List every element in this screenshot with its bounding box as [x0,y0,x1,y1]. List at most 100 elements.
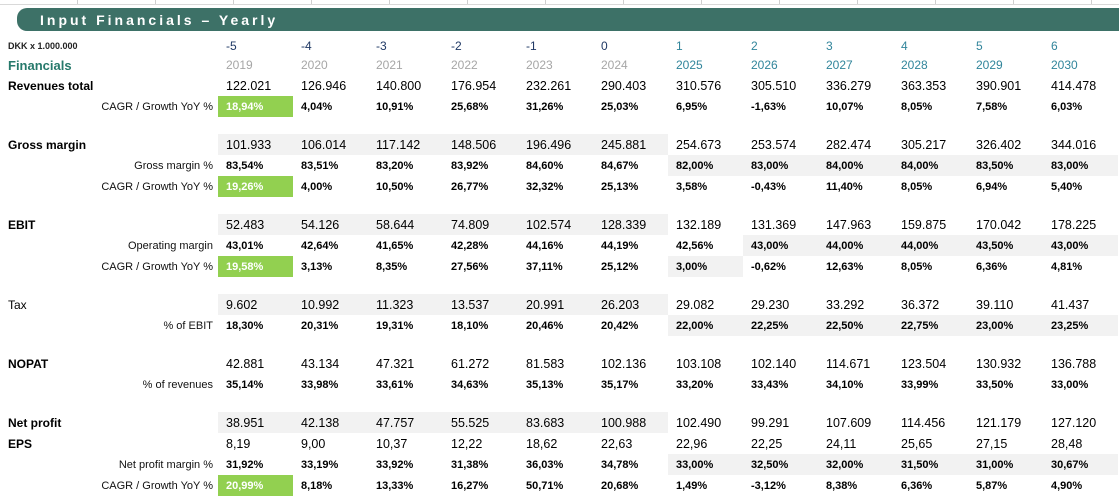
input-cell[interactable]: 22,00% [668,315,743,336]
value-cell[interactable]: 130.932 [976,356,1022,371]
highlight-cell[interactable]: 18,94% [218,96,293,117]
value-cell[interactable]: 33,20% [676,378,714,391]
value-cell[interactable]: 114.456 [901,415,946,430]
value-cell[interactable]: 159.875 [901,217,947,232]
value-cell[interactable]: 140.800 [376,78,422,93]
value-cell[interactable]: 36,03% [526,458,564,471]
value-cell[interactable]: 42.881 [226,356,265,371]
value-cell[interactable]: 4,04% [301,100,333,113]
input-cell[interactable]: 83,50% [968,155,1043,176]
value-cell[interactable]: 10,07% [826,100,864,113]
value-cell[interactable]: 22,96 [676,436,708,451]
value-cell[interactable]: 107.609 [826,415,872,430]
value-cell[interactable]: 100.988 [593,412,668,433]
value-cell[interactable]: 245.881 [593,134,668,155]
value-cell[interactable]: 148.506 [443,134,518,155]
value-cell[interactable]: 106.014 [293,134,368,155]
value-cell[interactable]: 19,31% [376,319,414,332]
value-cell[interactable]: 305.510 [751,78,797,93]
value-cell[interactable]: 10,91% [376,100,414,113]
value-cell[interactable]: 3,13% [301,260,333,273]
value-cell[interactable]: 44,16% [526,239,564,252]
value-cell[interactable]: 25,65 [901,436,933,451]
value-cell[interactable]: 253.574 [751,137,797,152]
value-cell[interactable]: 344.016 [1051,137,1097,152]
value-cell[interactable]: 31,38% [451,458,489,471]
value-cell[interactable]: 102.574 [518,214,593,235]
input-cell[interactable]: 84,00% [818,155,893,176]
value-cell[interactable]: 33,00% [1051,378,1089,391]
value-cell[interactable]: 32,32% [526,180,564,193]
value-cell[interactable]: 58.644 [368,214,443,235]
value-cell[interactable]: 42.138 [293,412,368,433]
value-cell[interactable]: 8,05% [901,260,933,273]
input-cell[interactable]: 43,50% [968,235,1043,256]
value-cell[interactable]: 310.576 [676,78,722,93]
value-cell[interactable]: 336.279 [826,78,872,93]
value-cell[interactable]: 52.483 [218,214,293,235]
value-cell[interactable]: -1,63% [751,100,786,113]
value-cell[interactable]: 33,99% [901,378,939,391]
value-cell[interactable]: 131.369 [751,217,797,232]
value-cell[interactable]: 7,58% [976,100,1008,113]
value-cell[interactable]: 35,13% [526,378,564,391]
value-cell[interactable]: 126.946 [301,78,347,93]
value-cell[interactable]: 13,33% [376,479,414,492]
value-cell[interactable]: 390.901 [976,78,1022,93]
value-cell[interactable]: 33,19% [301,458,339,471]
highlight-cell[interactable]: 20,99% [218,475,293,496]
value-cell[interactable]: 6,95% [676,100,708,113]
value-cell[interactable]: 43.134 [301,356,340,371]
value-cell[interactable]: 10,50% [376,180,414,193]
value-cell[interactable]: 136.788 [1051,356,1097,371]
input-cell[interactable]: 82,00% [668,155,743,176]
value-cell[interactable]: 127.120 [1051,415,1097,430]
value-cell[interactable]: 1,49% [676,479,708,492]
value-cell[interactable]: 9,00 [301,436,326,451]
value-cell[interactable]: 26,77% [451,180,489,193]
value-cell[interactable]: 33,92% [376,458,414,471]
value-cell[interactable]: 8,18% [301,479,333,492]
value-cell[interactable]: 8,38% [826,479,858,492]
value-cell[interactable]: 102.136 [601,356,647,371]
value-cell[interactable]: 147.963 [826,217,872,232]
value-cell[interactable]: 33,61% [376,378,414,391]
value-cell[interactable]: 25,68% [451,100,489,113]
input-cell[interactable]: 84,00% [893,155,968,176]
value-cell[interactable]: 117.142 [368,134,443,155]
value-cell[interactable]: 29.230 [751,297,790,312]
input-cell[interactable]: 3,00% [668,256,743,277]
value-cell[interactable]: 18,10% [451,319,489,332]
value-cell[interactable]: 414.478 [1051,78,1097,93]
value-cell[interactable]: 20,46% [526,319,564,332]
input-cell[interactable]: 22,50% [818,315,893,336]
value-cell[interactable]: 34,10% [826,378,864,391]
value-cell[interactable]: 102.490 [676,415,722,430]
value-cell[interactable]: 121.179 [976,415,1022,430]
value-cell[interactable]: 3,58% [676,180,708,193]
value-cell[interactable]: 16,27% [451,479,489,492]
input-cell[interactable]: 32,00% [818,454,893,475]
value-cell[interactable]: 8,35% [376,260,408,273]
value-cell[interactable]: 20,68% [601,479,639,492]
value-cell[interactable]: 34,78% [601,458,639,471]
value-cell[interactable]: 6,36% [901,479,933,492]
value-cell[interactable]: 8,19 [226,436,251,451]
value-cell[interactable]: 18,62 [526,436,558,451]
value-cell[interactable]: -3,12% [751,479,786,492]
value-cell[interactable]: 37,11% [526,260,563,273]
value-cell[interactable]: 132.189 [676,217,722,232]
value-cell[interactable]: 84,67% [601,159,639,172]
input-cell[interactable]: 23,00% [968,315,1043,336]
input-cell[interactable]: 22,25% [743,315,818,336]
value-cell[interactable]: 101.933 [218,134,293,155]
value-cell[interactable]: 22,25 [751,436,783,451]
value-cell[interactable]: 178.225 [1051,217,1097,232]
value-cell[interactable]: 326.402 [976,137,1022,152]
highlight-cell[interactable]: 19,58% [218,256,293,277]
value-cell[interactable]: 5,87% [976,479,1008,492]
value-cell[interactable]: 81.583 [526,356,565,371]
value-cell[interactable]: 10,37 [376,436,408,451]
value-cell[interactable]: 35,17% [601,378,639,391]
input-cell[interactable]: 43,00% [743,235,818,256]
